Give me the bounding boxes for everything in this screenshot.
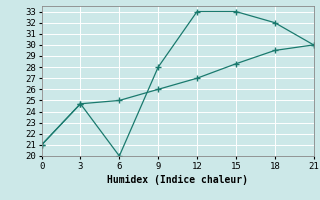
X-axis label: Humidex (Indice chaleur): Humidex (Indice chaleur)	[107, 175, 248, 185]
